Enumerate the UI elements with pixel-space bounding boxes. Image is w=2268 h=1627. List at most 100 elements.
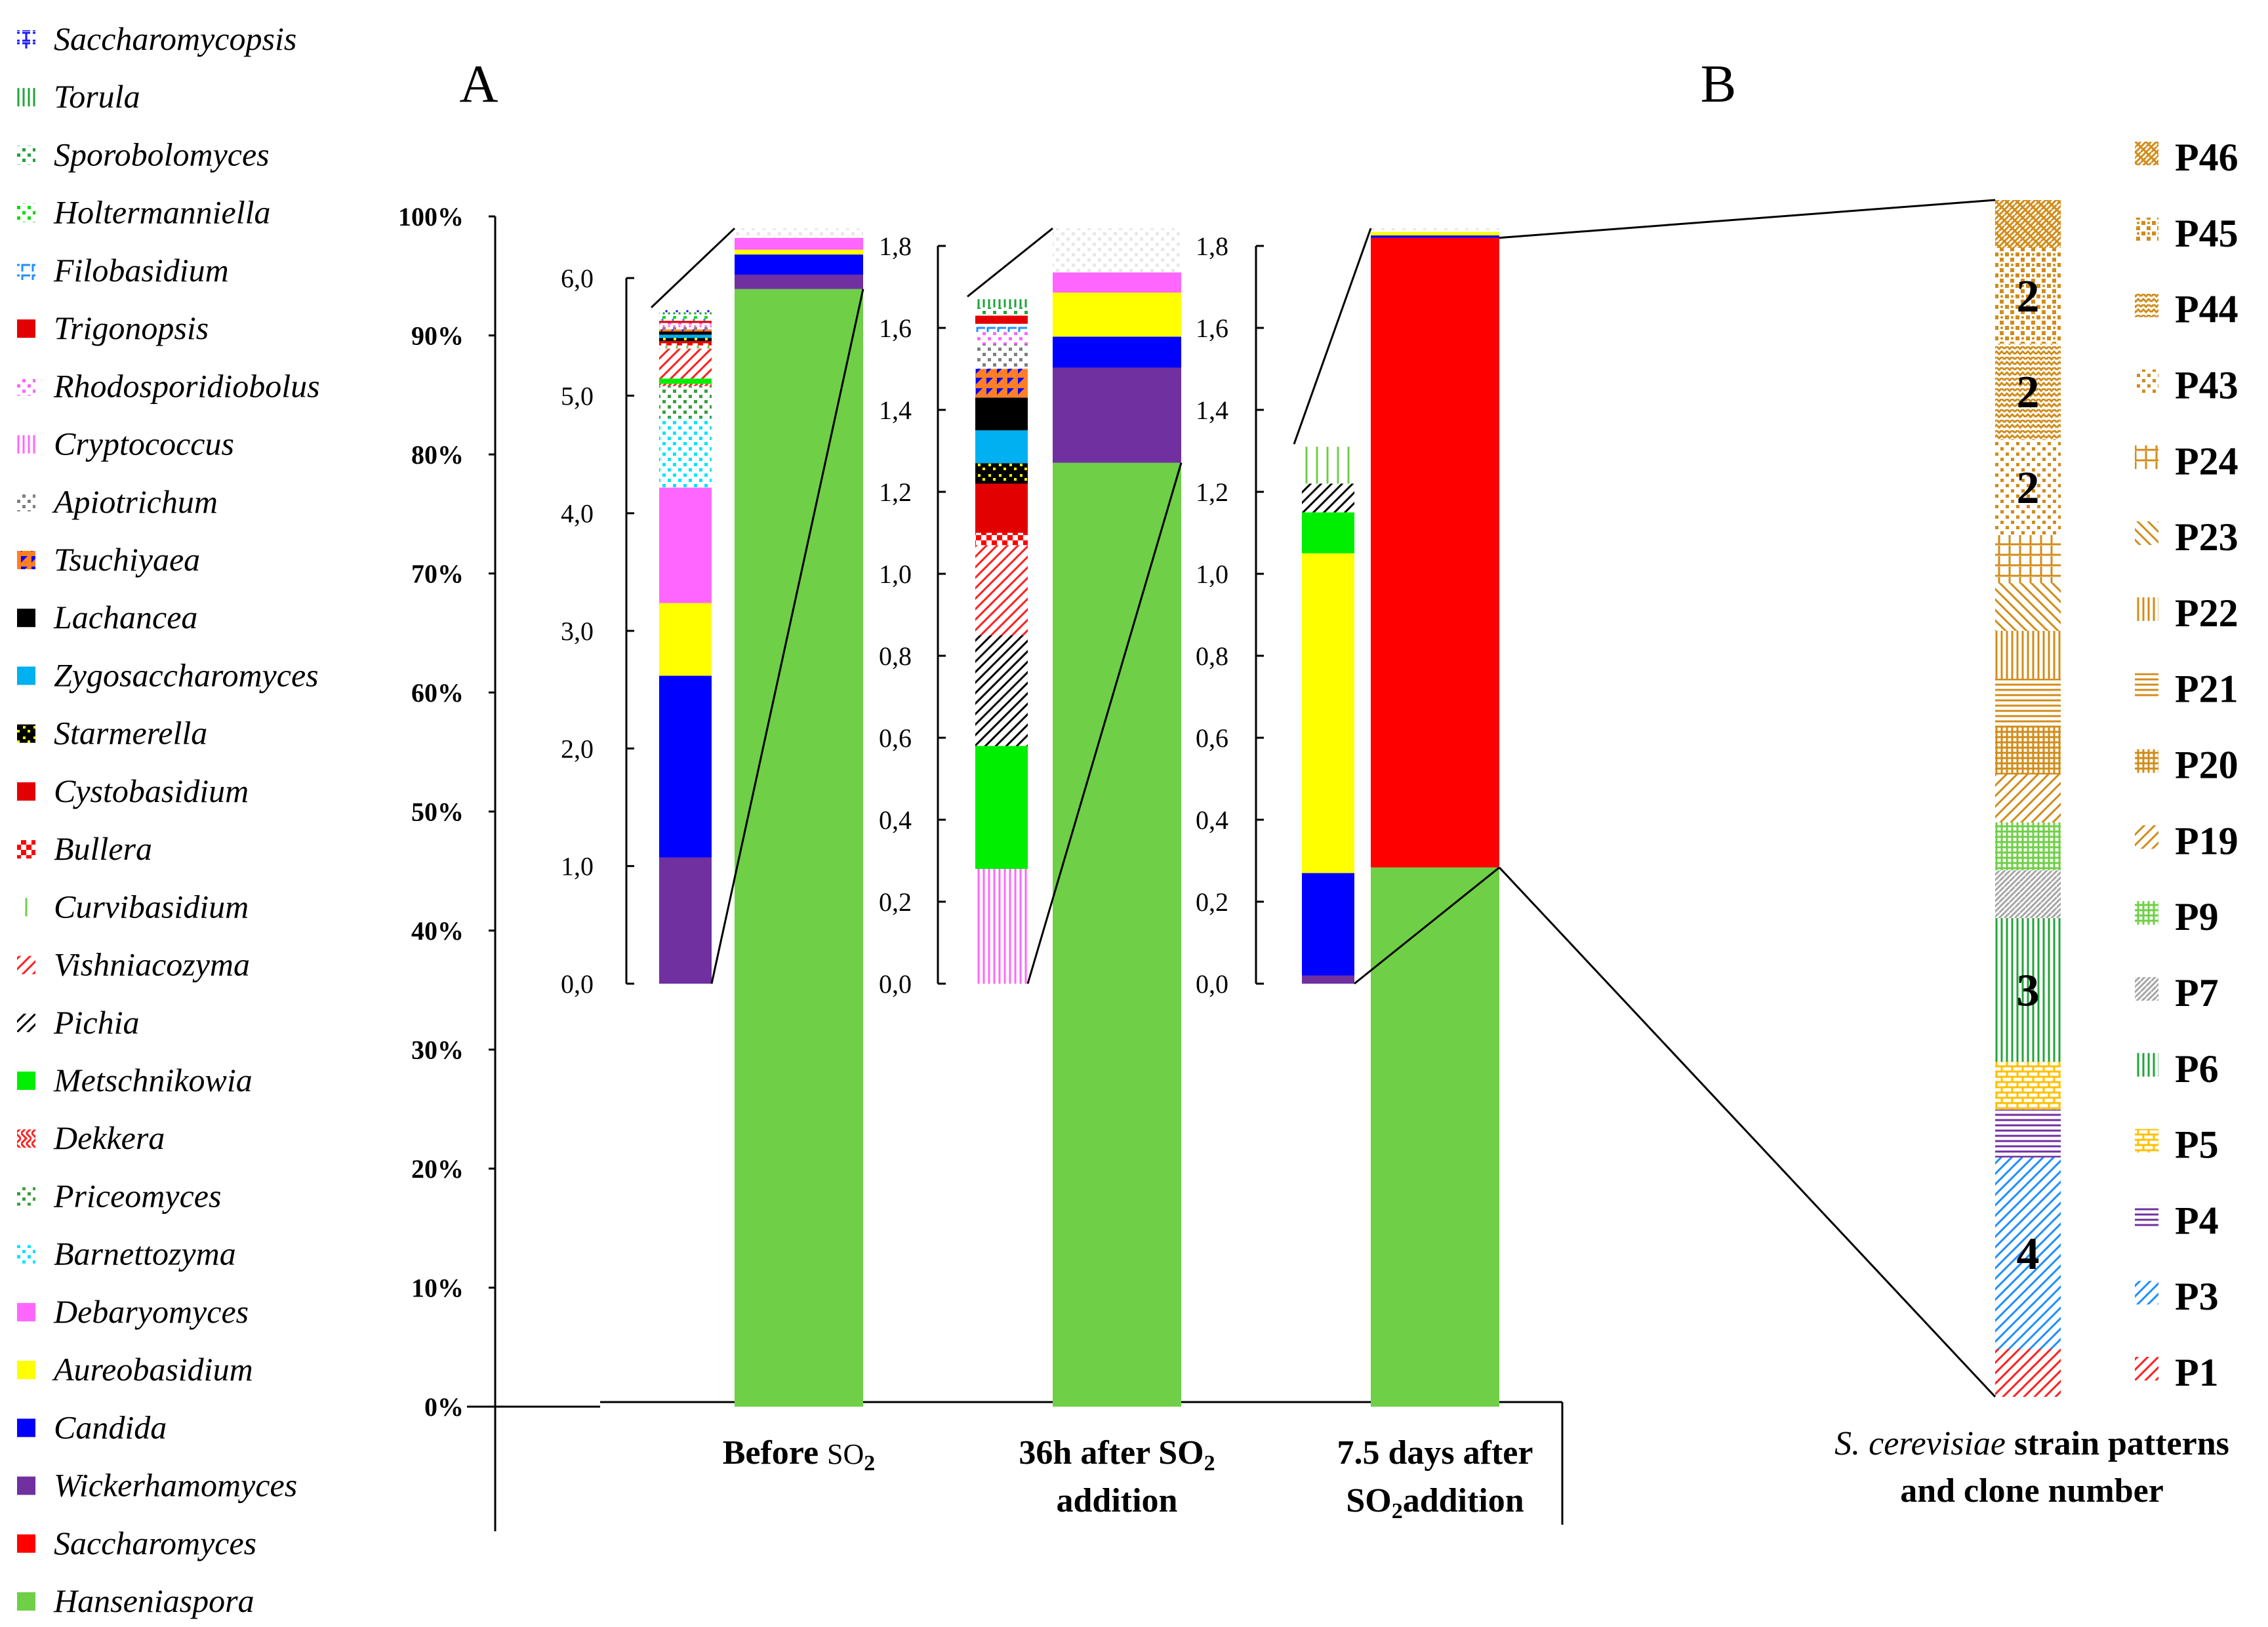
legend-entry-tsuchiyaea: Tsuchiyaea: [17, 541, 200, 578]
strain-chart-title-line1: S. cerevisiae strain patterns: [1834, 1425, 2229, 1462]
strain-bar-segment: [1995, 727, 2061, 774]
strain-legend-swatch: [2135, 825, 2158, 849]
zoom-segment-cystobasidium: [975, 483, 1028, 533]
zoom-segment-trigonopsis: [975, 315, 1028, 324]
legend-entry-lachancea: Lachancea: [17, 599, 197, 635]
zoom-segment-aureobasidium: [659, 603, 712, 676]
legend-entry-apiotrichum: Apiotrichum: [17, 483, 218, 520]
strain-legend-label: P44: [2175, 288, 2238, 331]
legend-entry-metschnikowia: Metschnikowia: [17, 1062, 253, 1098]
y-tick-label: 30%: [411, 1035, 464, 1065]
zoom-y-tick-label: 1,8: [1196, 231, 1228, 261]
strain-legend-p45: P45: [2135, 212, 2238, 255]
clone-count-label: 2: [2017, 367, 2040, 418]
legend-entry-holtermanniella: Holtermanniella: [17, 194, 271, 231]
zoom-y-tick-label: 1,0: [1196, 559, 1228, 589]
strain-legend-p21: P21: [2135, 668, 2238, 711]
strain-segment-p22: [1995, 631, 2061, 679]
strain-segment-p46: [1995, 200, 2061, 248]
legend-entry-torula: Torula: [17, 78, 140, 115]
strain-bar-segment: [1995, 248, 2061, 344]
strain-legend-p3: P3: [2135, 1275, 2219, 1318]
category-label-line1: 36h after SO2: [1019, 1434, 1215, 1476]
strain-legend-swatch: [2135, 293, 2158, 317]
strain-legend-swatch: [2135, 976, 2158, 1001]
zoom-y-tick-label: 0,2: [879, 887, 912, 917]
legend-label: Torula: [54, 78, 140, 115]
zoom-y-tick-label: 4,0: [561, 499, 594, 529]
legend-swatch: [17, 492, 35, 512]
legend-entry-wickerhamomyces: Wickerhamomyces: [17, 1467, 297, 1504]
legend-swatch: [17, 1129, 35, 1148]
strain-legend-swatch: [2135, 1281, 2158, 1305]
legend-swatch: [17, 1245, 35, 1264]
legend-label: Pichia: [53, 1004, 140, 1041]
strain-legend-swatch: [2135, 1053, 2158, 1077]
bar-segment-hanseniaspora: [735, 289, 863, 1407]
zoom-connector-bottom: [1354, 866, 1500, 985]
strain-legend-p43: P43: [2135, 363, 2238, 407]
legend-label: Candida: [54, 1409, 167, 1445]
bar-segment-candida: [1053, 336, 1181, 368]
strain-legend-label: P43: [2175, 363, 2238, 407]
strain-bar-segment: [1995, 439, 2061, 535]
zoom-segment-priceomyces: [659, 386, 712, 418]
bar-segment-aureobasidium: [735, 249, 863, 255]
legend-label: Barnettozyma: [54, 1235, 236, 1272]
bar-segment-other-genera: [735, 228, 863, 238]
strain-legend-swatch: [2135, 901, 2158, 925]
zoom-chart-1: 0,0 1,0 2,0 3,0 4,0 5,0 6,0: [561, 228, 864, 999]
bar-segment-wickerhamomyces: [735, 274, 863, 289]
bar-segment-hanseniaspora: [1371, 867, 1499, 1407]
legend-label: Holtermanniella: [53, 194, 271, 231]
strain-segment-p24: [1995, 535, 2061, 583]
strain-legend-swatch: [2135, 445, 2158, 470]
legend-entry-cryptococcus: Cryptococcus: [17, 426, 234, 462]
zoom-y-tick-label: 1,2: [1196, 477, 1228, 507]
legend-entry-sporobolomyces: Sporobolomyces: [17, 136, 270, 172]
legend-swatch: [17, 377, 35, 396]
strain-pattern-chart: 4 3 2 2 2 P46 P45 P44 P43 P24 P23 P22 P21 P20 P19 P9 P7 P…: [1498, 136, 2238, 1510]
legend-label: Starmerella: [54, 715, 207, 752]
strain-bar-segment: [1995, 1157, 2061, 1349]
zoom-segment-wickerhamomyces: [1302, 975, 1354, 984]
zoom-charts: 0,0 1,0 2,0 3,0 4,0 5,0 6,0 0,0 0,2 0,4 0,6 0,8 1,0 1…: [561, 227, 1500, 999]
strain-bar-segment: [1995, 1110, 2061, 1157]
y-tick-label: 70%: [411, 559, 464, 589]
category-label-line2: SO2addition: [1346, 1482, 1524, 1523]
zoom-y-tick-label: 0,0: [879, 969, 912, 999]
strain-legend-label: P9: [2175, 895, 2219, 938]
strain-bar-segment: [1995, 774, 2061, 822]
zoom-segment-metschnikowia: [659, 378, 712, 384]
legend-entry-zygosaccharomyces: Zygosaccharomyces: [17, 656, 319, 693]
strain-bar-segment: [1995, 583, 2061, 631]
zoom-segment-zygosaccharomyces: [659, 334, 712, 338]
zoom-segment-metschnikowia: [1302, 512, 1354, 553]
clone-count-label: 3: [2017, 966, 2040, 1016]
strain-bar-segment: [1995, 679, 2061, 727]
zoom-segment-vishniacozyma: [659, 348, 712, 379]
strain-legend-label: P20: [2175, 744, 2238, 787]
strain-legend-swatch: [2135, 1205, 2158, 1229]
legend-entry-aureobasidium: Aureobasidium: [17, 1351, 253, 1388]
strain-bar-segment: [1995, 200, 2061, 248]
strain-legend-p9: P9: [2135, 895, 2219, 938]
strain-legend-p24: P24: [2135, 439, 2238, 483]
legend-label: Cryptococcus: [54, 426, 234, 462]
legend-label: Aureobasidium: [52, 1351, 253, 1388]
zoom-segment-starmerella: [975, 463, 1028, 484]
y-tick-label: 100%: [398, 202, 464, 231]
zoom-chart-3: 0,0 0,2 0,4 0,6 0,8 1,0 1,2 1,4 1,6 1,8: [1196, 228, 1500, 999]
zoom-segment-torula: [975, 299, 1028, 308]
strain-segment-p20: [1995, 727, 2061, 774]
clone-count-label: 2: [2017, 271, 2040, 322]
legend-swatch: [17, 1072, 35, 1090]
strain-bar-segment: [1995, 822, 2061, 870]
strain-chart-title-line2: and clone number: [1900, 1472, 2164, 1510]
legend-label: Curvibasidium: [54, 888, 249, 925]
legend-label: Tsuchiyaea: [54, 541, 200, 578]
legend-entry-debaryomyces: Debaryomyces: [17, 1293, 249, 1330]
category-label-3: 7.5 days after SO2addition: [1337, 1434, 1533, 1523]
